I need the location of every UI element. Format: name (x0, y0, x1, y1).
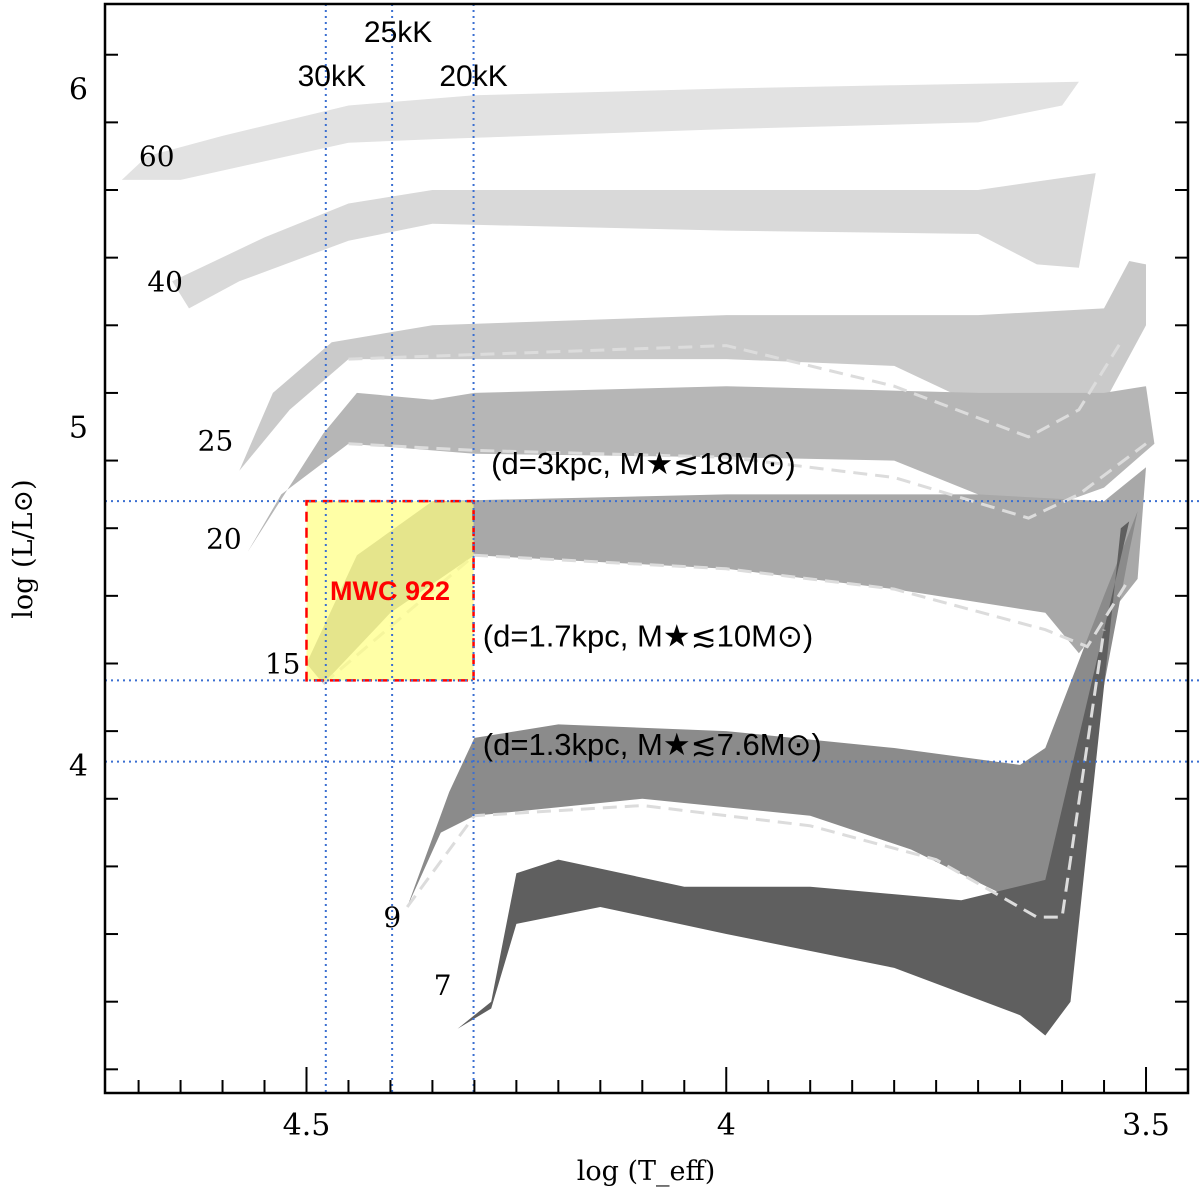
mass-label-40: 40 (147, 265, 183, 298)
x-tick-label: 4 (717, 1108, 736, 1143)
track-dashed-15 (322, 553, 1131, 685)
track-band-9 (407, 511, 1138, 907)
track-band-60 (121, 81, 1079, 180)
track-band-40 (172, 173, 1096, 309)
y-tick-label: 6 (69, 73, 88, 108)
track-band-20 (247, 386, 1155, 552)
distance-label-2: (d=1.3kpc, M★≲7.6M⊙) (483, 727, 822, 762)
region-box (305, 499, 475, 682)
mass-label-60: 60 (139, 140, 175, 173)
region-label: MWC 922 (330, 576, 450, 606)
guide-lines (105, 4, 1200, 1093)
plot-frame (103, 2, 1190, 1095)
mwc922-region: MWC 922 (305, 499, 475, 682)
x-axis-title: log (T_eff) (577, 1156, 716, 1187)
x-tick-label: 4.5 (283, 1108, 331, 1143)
y-tick-label: 4 (69, 749, 88, 784)
track-dashed-9 (405, 629, 1106, 919)
temp-label-2: 20kK (439, 60, 507, 93)
distance-label-0: (d=3kpc, M★≲18M⊙) (491, 446, 796, 481)
mass-label-7: 7 (434, 969, 452, 1002)
mass-label-9: 9 (383, 901, 401, 934)
y-tick-label: 5 (69, 411, 88, 446)
y-axis-title: log (L/L⊙) (8, 479, 39, 618)
evolutionary-tracks (121, 81, 1155, 1036)
mass-label-15: 15 (265, 647, 301, 680)
track-band-25 (239, 261, 1147, 471)
mass-label-25: 25 (198, 424, 234, 457)
temp-label-0: 30kK (298, 60, 366, 93)
track-band-7 (457, 521, 1130, 1036)
axis-ticks: 4.5 4 3.5 4 5 6 (69, 53, 1189, 1143)
temp-label-1: 25kK (364, 16, 432, 49)
distance-label-1: (d=1.7kpc, M★≲10M⊙) (483, 619, 813, 654)
x-tick-label: 3.5 (1122, 1108, 1170, 1143)
mass-label-20: 20 (206, 522, 242, 555)
track-dashed-25 (348, 341, 1123, 439)
track-band-15 (306, 467, 1146, 684)
